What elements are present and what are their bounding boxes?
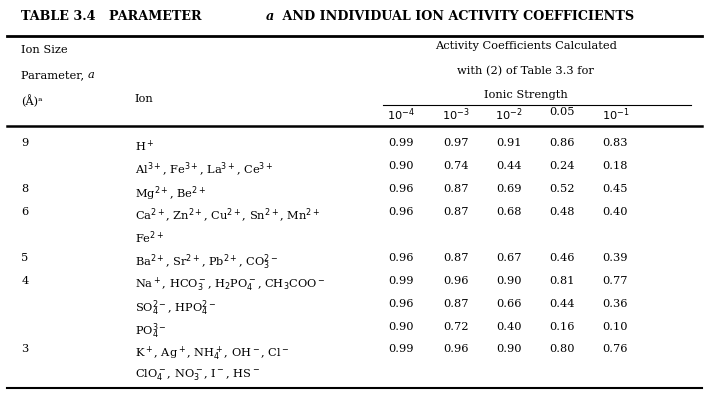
Text: 0.96: 0.96 xyxy=(443,276,469,286)
Text: a: a xyxy=(266,10,274,23)
Text: 6: 6 xyxy=(21,207,28,217)
Text: 0.87: 0.87 xyxy=(443,184,469,194)
Text: Ionic Strength: Ionic Strength xyxy=(484,90,568,100)
Text: 4: 4 xyxy=(21,276,28,286)
Text: 0.44: 0.44 xyxy=(496,161,522,171)
Text: 8: 8 xyxy=(21,184,28,194)
Text: 0.99: 0.99 xyxy=(388,276,413,286)
Text: 0.81: 0.81 xyxy=(549,276,575,286)
Text: 0.69: 0.69 xyxy=(496,184,522,194)
Text: 0.96: 0.96 xyxy=(388,299,413,308)
Text: 0.99: 0.99 xyxy=(388,138,413,148)
Text: Activity Coefficients Calculated: Activity Coefficients Calculated xyxy=(435,41,617,51)
Text: K$^+$, Ag$^+$, NH$_4^+$, OH$^-$, Cl$^-$: K$^+$, Ag$^+$, NH$_4^+$, OH$^-$, Cl$^-$ xyxy=(135,344,289,363)
Text: 0.96: 0.96 xyxy=(443,344,469,354)
Text: 0.90: 0.90 xyxy=(388,161,413,171)
Text: Ca$^{2+}$, Zn$^{2+}$, Cu$^{2+}$, Sn$^{2+}$, Mn$^{2+}$: Ca$^{2+}$, Zn$^{2+}$, Cu$^{2+}$, Sn$^{2+… xyxy=(135,207,320,225)
Text: 0.48: 0.48 xyxy=(549,207,575,217)
Text: 0.44: 0.44 xyxy=(549,299,575,308)
Text: SO$_4^{2-}$, HPO$_4^{2-}$: SO$_4^{2-}$, HPO$_4^{2-}$ xyxy=(135,299,216,318)
Text: 0.80: 0.80 xyxy=(549,344,575,354)
Text: 0.66: 0.66 xyxy=(496,299,522,308)
Text: Ion Size: Ion Size xyxy=(21,45,68,55)
Text: 0.99: 0.99 xyxy=(388,344,413,354)
Text: $10^{-4}$: $10^{-4}$ xyxy=(386,107,415,123)
Text: 0.10: 0.10 xyxy=(603,322,628,331)
Text: (Å)ᵃ: (Å)ᵃ xyxy=(21,94,43,107)
Text: 0.87: 0.87 xyxy=(443,207,469,217)
Text: Fe$^{2+}$: Fe$^{2+}$ xyxy=(135,230,164,246)
Text: 0.72: 0.72 xyxy=(443,322,469,331)
Text: 0.16: 0.16 xyxy=(549,322,575,331)
Text: 0.24: 0.24 xyxy=(549,161,575,171)
Text: 0.86: 0.86 xyxy=(549,138,575,148)
Text: 0.68: 0.68 xyxy=(496,207,522,217)
Text: AND INDIVIDUAL ION ACTIVITY COEFFICIENTS: AND INDIVIDUAL ION ACTIVITY COEFFICIENTS xyxy=(278,10,634,23)
Text: 0.40: 0.40 xyxy=(496,322,522,331)
Text: 9: 9 xyxy=(21,138,28,148)
Text: 0.67: 0.67 xyxy=(496,253,522,263)
Text: 0.52: 0.52 xyxy=(549,184,575,194)
Text: Al$^{3+}$, Fe$^{3+}$, La$^{3+}$, Ce$^{3+}$: Al$^{3+}$, Fe$^{3+}$, La$^{3+}$, Ce$^{3+… xyxy=(135,161,273,179)
Text: 0.83: 0.83 xyxy=(603,138,628,148)
Text: 0.90: 0.90 xyxy=(496,276,522,286)
Text: 0.39: 0.39 xyxy=(603,253,628,263)
Text: $10^{-3}$: $10^{-3}$ xyxy=(442,107,469,123)
Text: Parameter,: Parameter, xyxy=(21,70,88,80)
Text: H$^+$: H$^+$ xyxy=(135,138,154,154)
Text: 0.97: 0.97 xyxy=(443,138,469,148)
Text: 0.96: 0.96 xyxy=(388,184,413,194)
Text: 0.96: 0.96 xyxy=(388,207,413,217)
Text: 5: 5 xyxy=(21,253,28,263)
Text: 0.05: 0.05 xyxy=(549,107,575,117)
Text: TABLE 3.4   PARAMETER: TABLE 3.4 PARAMETER xyxy=(21,10,206,23)
Text: 0.36: 0.36 xyxy=(603,299,628,308)
Text: $10^{-1}$: $10^{-1}$ xyxy=(602,107,629,123)
Text: 0.96: 0.96 xyxy=(388,253,413,263)
Text: Ion: Ion xyxy=(135,94,153,104)
Text: 0.87: 0.87 xyxy=(443,299,469,308)
Text: with (2) of Table 3.3 for: with (2) of Table 3.3 for xyxy=(457,66,594,76)
Text: a: a xyxy=(87,70,94,80)
Text: 3: 3 xyxy=(21,344,28,354)
Text: PO$_4^{3-}$: PO$_4^{3-}$ xyxy=(135,322,167,341)
Text: 0.91: 0.91 xyxy=(496,138,522,148)
Text: 0.45: 0.45 xyxy=(603,184,628,194)
Text: 0.76: 0.76 xyxy=(603,344,628,354)
Text: $10^{-2}$: $10^{-2}$ xyxy=(496,107,523,123)
Text: Mg$^{2+}$, Be$^{2+}$: Mg$^{2+}$, Be$^{2+}$ xyxy=(135,184,206,203)
Text: ClO$_4^-$, NO$_3^-$, I$^-$, HS$^-$: ClO$_4^-$, NO$_3^-$, I$^-$, HS$^-$ xyxy=(135,367,259,382)
Text: 0.87: 0.87 xyxy=(443,253,469,263)
Text: 0.77: 0.77 xyxy=(603,276,628,286)
Text: 0.74: 0.74 xyxy=(443,161,469,171)
Text: 0.90: 0.90 xyxy=(496,344,522,354)
Text: 0.46: 0.46 xyxy=(549,253,575,263)
Text: 0.40: 0.40 xyxy=(603,207,628,217)
Text: Na$^+$, HCO$_3^-$, H$_2$PO$_4^-$, CH$_3$COO$^-$: Na$^+$, HCO$_3^-$, H$_2$PO$_4^-$, CH$_3$… xyxy=(135,276,325,294)
Text: Ba$^{2+}$, Sr$^{2+}$, Pb$^{2+}$, CO$_3^{2-}$: Ba$^{2+}$, Sr$^{2+}$, Pb$^{2+}$, CO$_3^{… xyxy=(135,253,278,273)
Text: 0.90: 0.90 xyxy=(388,322,413,331)
Text: 0.18: 0.18 xyxy=(603,161,628,171)
